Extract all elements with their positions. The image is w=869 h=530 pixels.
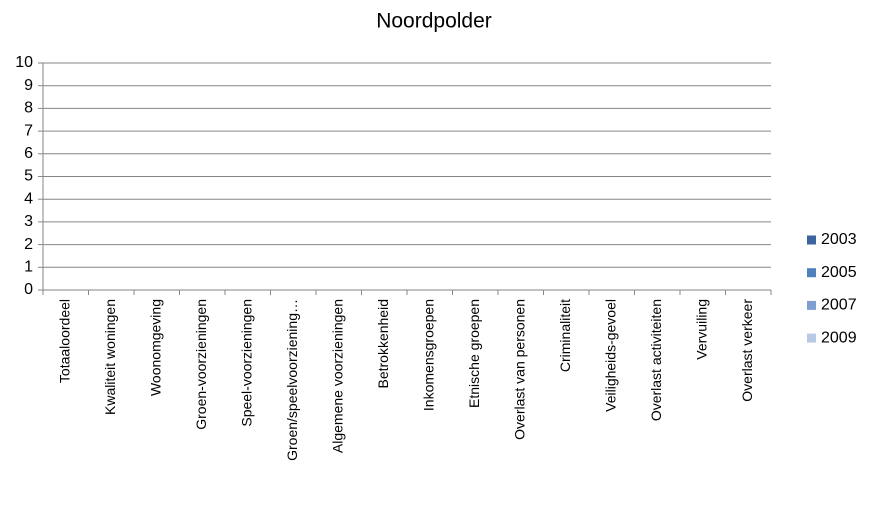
legend-swatch [807, 333, 816, 343]
y-tick-label: 9 [24, 77, 33, 94]
y-tick-label: 10 [15, 54, 33, 71]
x-tick-label: Groen-voorzieningen [193, 299, 209, 430]
x-tick-label: Etnische groepen [466, 299, 482, 408]
x-tick-label: Criminaliteit [557, 299, 573, 372]
x-tick-label: Inkomensgroepen [420, 299, 436, 411]
y-tick-label: 2 [24, 236, 33, 253]
x-tick-label: Woonomgeving [147, 299, 163, 396]
x-tick-label: Kwaliteit woningen [102, 299, 118, 415]
y-tick-label: 6 [24, 145, 33, 162]
y-tick-label: 8 [24, 100, 33, 117]
x-tick-label: Overlast van personen [511, 299, 527, 440]
x-tick-label: Veiligheids-gevoel [602, 299, 618, 412]
x-tick-label: Groen/speelvoorziening… [284, 299, 300, 461]
legend-swatch [807, 300, 816, 310]
x-tick-label: Betrokkenheid [375, 299, 391, 389]
y-tick-label: 0 [24, 281, 33, 298]
legend-swatch [807, 268, 816, 278]
y-tick-label: 7 [24, 122, 33, 139]
x-tick-label: Vervuiling [693, 299, 709, 360]
y-tick-label: 5 [24, 168, 33, 185]
legend-label: 2005 [821, 264, 857, 281]
chart-title: Noordpolder [376, 10, 492, 33]
x-tick-label: Overlast activiteiten [648, 299, 664, 421]
x-tick-label: Totaaloordeel [56, 299, 72, 383]
x-tick-label: Overlast verkeer [739, 299, 755, 402]
x-tick-label: Speel-voorzieningen [238, 299, 254, 427]
y-tick-label: 3 [24, 213, 33, 230]
legend-label: 2009 [821, 329, 857, 346]
y-tick-label: 4 [24, 190, 33, 207]
y-tick-label: 1 [24, 259, 33, 276]
legend-swatch [807, 235, 816, 245]
x-tick-label: Algemene voorzieningen [329, 299, 345, 453]
legend-label: 2007 [821, 297, 857, 314]
legend-label: 2003 [821, 231, 857, 248]
